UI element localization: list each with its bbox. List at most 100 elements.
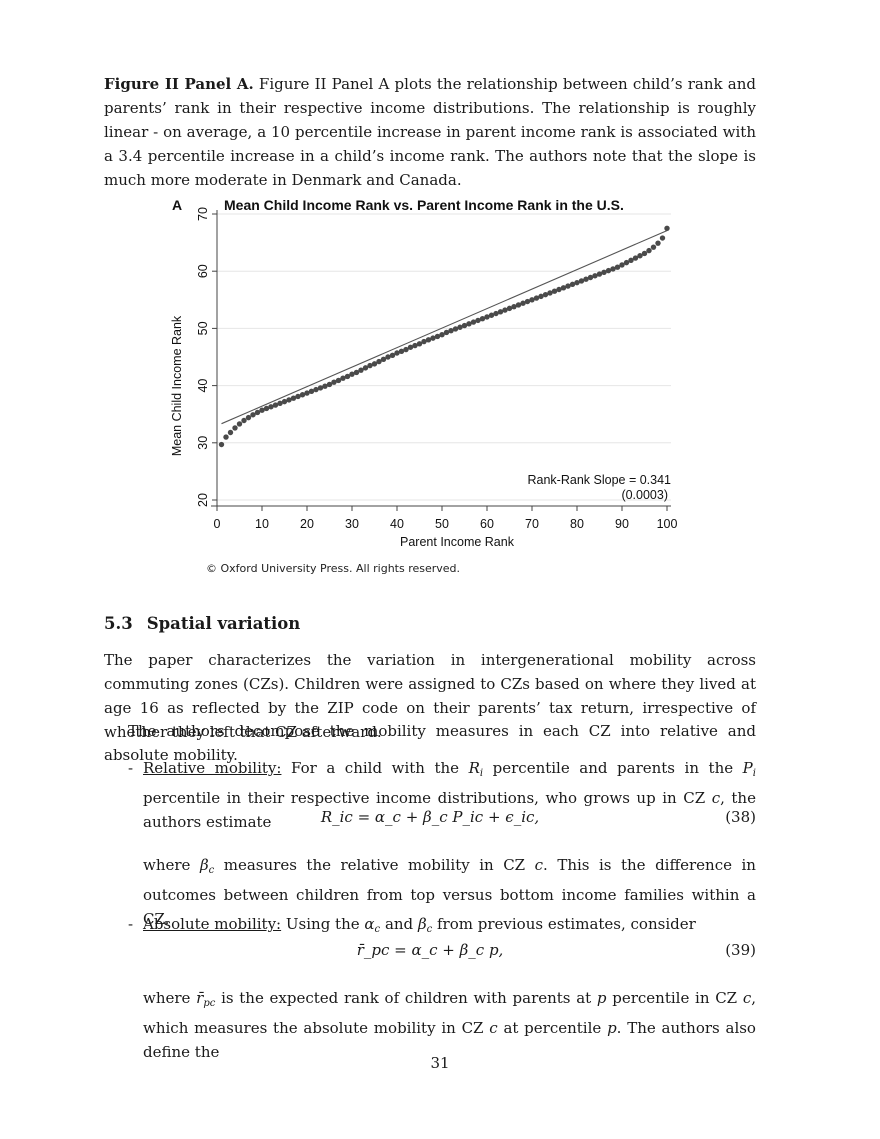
data-point (457, 324, 463, 330)
data-point (506, 305, 513, 312)
data-point (254, 409, 261, 416)
data-point (475, 317, 481, 324)
data-point (515, 302, 522, 308)
var-beta-2: β (417, 915, 427, 933)
data-point (628, 257, 634, 264)
y-tick-label: 20 (196, 493, 210, 507)
absolute-text-1: Using the (285, 915, 360, 933)
data-point (331, 379, 337, 385)
data-point (241, 417, 247, 424)
paragraph-spatial: The paper characterizes the variation in… (104, 651, 756, 741)
equation-38-number: (38) (725, 808, 756, 826)
data-point (403, 346, 409, 353)
absolute-continuation: where r̄pc is the expected rank of child… (128, 986, 756, 1064)
absolute-after-3: , which measures the absolute mobility i… (143, 989, 756, 1037)
y-tick-label: 40 (196, 379, 210, 393)
data-point (349, 371, 355, 377)
data-point (578, 278, 585, 284)
var-c: c (711, 789, 721, 807)
var-beta-sub: c (208, 865, 215, 876)
data-point (281, 398, 288, 405)
x-tick-label: 80 (570, 517, 584, 531)
var-alpha: α (364, 915, 375, 933)
data-point (335, 377, 342, 384)
relative-text-1: For a child with the (290, 759, 460, 777)
intro-text: Figure II Panel A plots the relationship… (104, 75, 756, 189)
intro-heading: Figure II Panel A. (104, 75, 254, 93)
x-tick-label: 100 (657, 517, 678, 531)
data-point (493, 310, 499, 317)
data-point (385, 354, 391, 360)
equation-39: r̄_pc = α_c + β_c p, (39) (104, 938, 756, 962)
data-point (232, 425, 238, 431)
data-point (448, 327, 454, 334)
data-point (434, 333, 441, 340)
chart-axes (211, 210, 671, 511)
data-point (430, 335, 436, 341)
data-point (299, 392, 306, 398)
data-point (569, 281, 576, 288)
data-point (272, 402, 279, 408)
relative-text-2: percentile and parents in the (492, 759, 734, 777)
var-r-sub: i (479, 768, 484, 779)
data-point (641, 250, 648, 257)
data-point (227, 429, 234, 436)
data-point (236, 421, 243, 427)
relative-text-3: percentile in their respective income di… (143, 789, 706, 807)
list-item-absolute: - Absolute mobility: Using the αc and βc… (128, 912, 756, 942)
data-point (218, 441, 225, 448)
relative-after-1: measures the relative mobility in CZ (223, 856, 526, 874)
data-point (466, 321, 472, 327)
equation-39-expr: r̄_pc = α_c + β_c p, (104, 938, 756, 962)
fit-line (221, 230, 668, 425)
data-point (547, 290, 553, 296)
equation-39-text: r̄_pc = α_c + β_c p, (356, 941, 504, 959)
data-point (304, 390, 310, 396)
slope-se-annotation: (0.0003) (621, 488, 668, 502)
section-number: 5.3 (104, 614, 133, 633)
equation-38-text: R_ic = α_c + β_c P_ic + ϵ_ic, (320, 808, 540, 826)
y-tick-label: 70 (196, 207, 210, 221)
data-point (259, 407, 265, 413)
data-point (596, 271, 603, 277)
data-point (322, 383, 328, 389)
x-tick-label: 20 (300, 517, 314, 531)
absolute-after-2: percentile in CZ (612, 989, 738, 1007)
equation-38-expr: R_ic = α_c + β_c P_ic + ϵ_ic, (104, 805, 756, 829)
slope-annotation: Rank-Rank Slope = 0.341 (528, 473, 672, 487)
data-point (308, 388, 315, 395)
page-number: 31 (430, 1054, 450, 1072)
list-dash: - (128, 759, 134, 777)
x-tick-label: 30 (345, 517, 359, 531)
chart-tick-labels: 20 30 40 50 60 70 0 10 20 30 40 50 60 70 80 90 100 (196, 207, 677, 531)
panel-label: A (172, 197, 182, 213)
equation-38: R_ic = α_c + β_c P_ic + ϵ_ic, (38) (104, 805, 756, 829)
data-point (583, 276, 589, 282)
data-point (380, 356, 387, 362)
data-point (376, 358, 382, 365)
x-tick-label: 70 (525, 517, 539, 531)
relative-continuation-body: where βc measures the relative mobility … (143, 853, 756, 931)
data-point (362, 365, 369, 371)
y-tick-label: 50 (196, 321, 210, 335)
data-point (394, 350, 400, 356)
data-point (479, 315, 486, 322)
data-point (529, 297, 535, 303)
data-point (497, 309, 504, 315)
data-point (290, 395, 297, 401)
data-point (340, 375, 346, 381)
data-point (610, 266, 616, 272)
absolute-continuation-body: where r̄pc is the expected rank of child… (143, 986, 756, 1064)
rank-rank-chart: A Mean Child Income Rank vs. Parent Inco… (170, 197, 677, 549)
data-point (416, 341, 423, 347)
var-beta-2-sub: c (426, 924, 433, 935)
data-point (484, 314, 490, 320)
x-tick-label: 40 (390, 517, 404, 531)
absolute-body: Absolute mobility: Using the αc and βc f… (143, 912, 756, 942)
data-point (277, 400, 283, 407)
data-point (439, 331, 445, 338)
data-point (344, 373, 351, 380)
absolute-text-2: and (384, 915, 414, 933)
data-point (286, 397, 292, 403)
data-point (587, 274, 594, 281)
